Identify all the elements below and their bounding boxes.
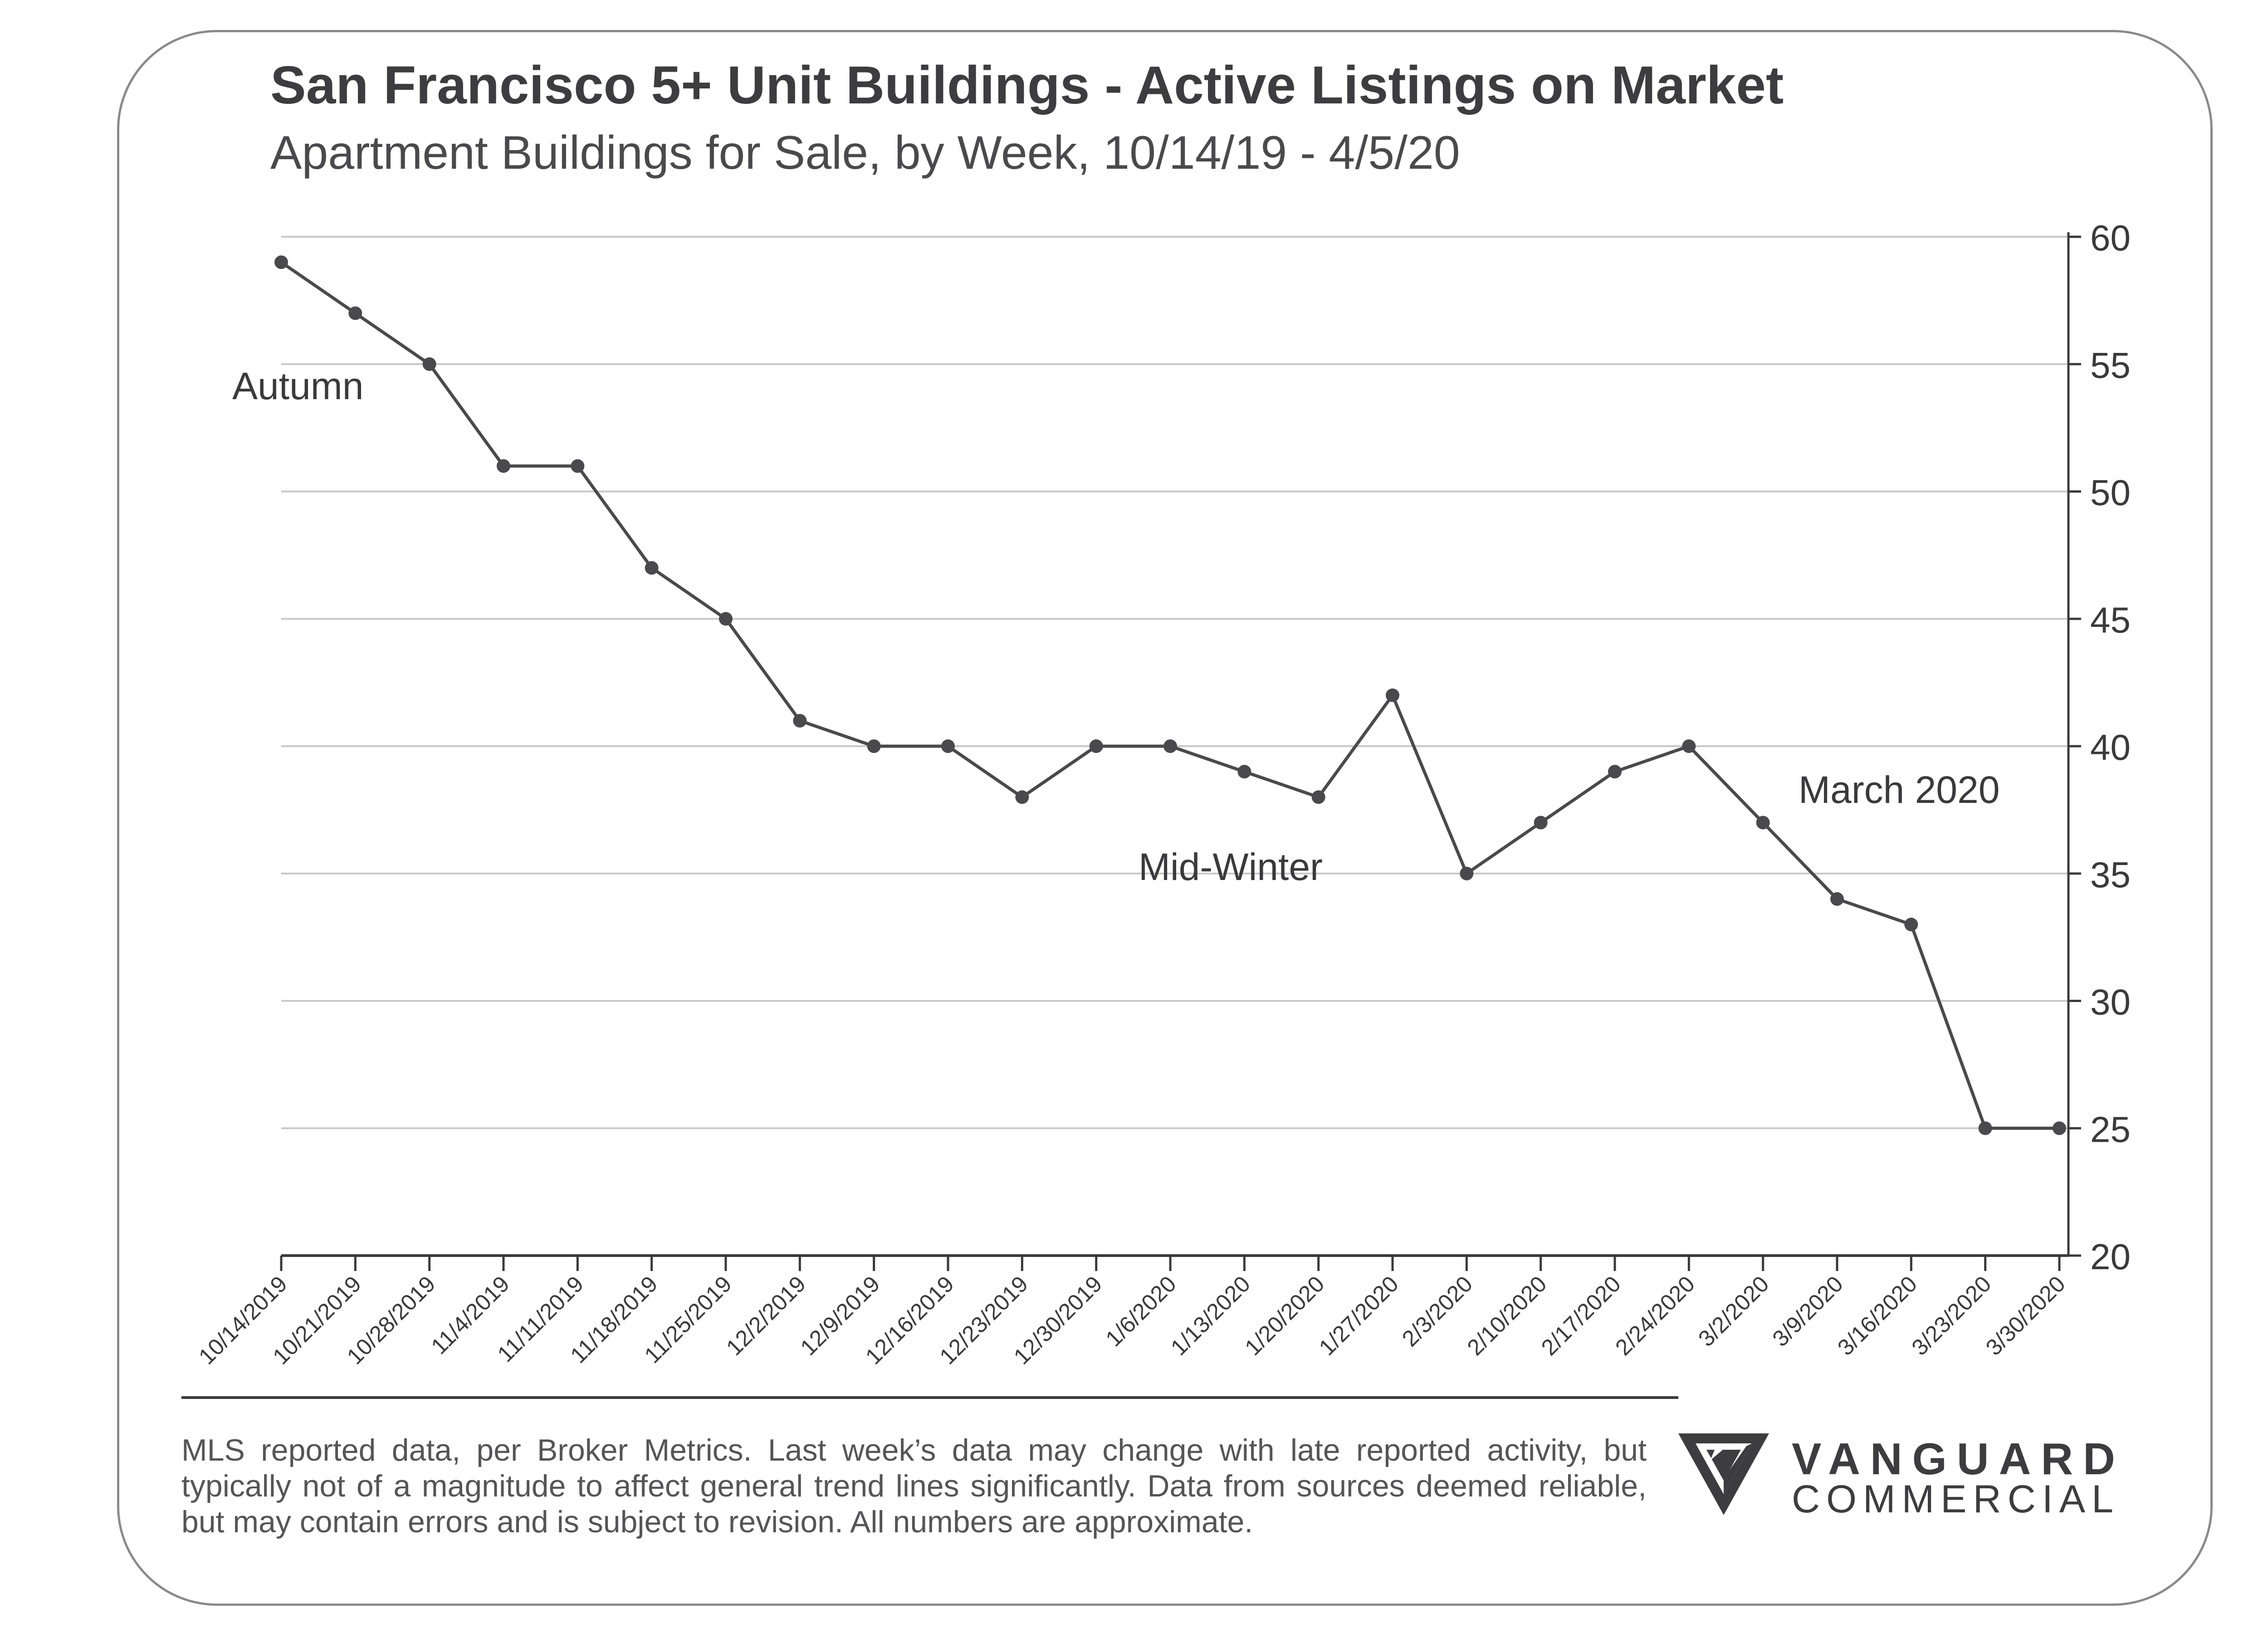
data-point <box>2053 1121 2066 1135</box>
data-point <box>348 306 362 320</box>
data-point <box>1904 918 1918 932</box>
y-tick-label: 25 <box>2090 1109 2131 1149</box>
data-point <box>1608 765 1622 779</box>
x-tick-label: 3/30/2020 <box>1981 1271 2070 1360</box>
data-point <box>1386 688 1399 702</box>
y-tick-label: 55 <box>2090 345 2131 386</box>
footnote: MLS reported data, per Broker Metrics. L… <box>181 1433 1647 1539</box>
data-point <box>274 255 288 269</box>
chart-title: San Francisco 5+ Unit Buildings - Active… <box>270 55 1784 115</box>
x-tick-label: 2/24/2020 <box>1610 1271 1700 1360</box>
logo-text-commercial: COMMERCIAL <box>1792 1477 2120 1521</box>
data-point <box>422 357 436 371</box>
data-point <box>1311 790 1325 804</box>
y-tick-label: 45 <box>2090 600 2131 640</box>
logo-text-vanguard: VANGUARD <box>1792 1434 2125 1484</box>
data-point <box>1460 866 1474 880</box>
x-tick-label: 12/2/2019 <box>721 1271 811 1360</box>
data-point <box>571 459 585 473</box>
annotation-label: Mid-Winter <box>1139 846 1323 888</box>
y-tick-label: 20 <box>2090 1237 2131 1277</box>
data-point <box>1534 816 1548 830</box>
y-tick-label: 40 <box>2090 727 2131 768</box>
vanguard-mark-icon <box>1678 1433 1769 1515</box>
y-tick-label: 30 <box>2090 982 2131 1022</box>
data-point <box>1015 790 1029 804</box>
vanguard-logo: VANGUARD COMMERCIAL <box>1678 1429 2191 1521</box>
data-point <box>1089 739 1103 753</box>
x-tick-label: 1/27/2020 <box>1314 1271 1403 1360</box>
annotation-label: Autumn <box>232 365 364 407</box>
y-tick-label: 50 <box>2090 473 2131 513</box>
card-frame <box>117 30 2213 1606</box>
x-tick-label: 2/17/2020 <box>1536 1271 1626 1360</box>
data-point <box>867 739 881 753</box>
footer-divider <box>181 1396 1678 1399</box>
data-point <box>1163 739 1177 753</box>
x-tick-label: 2/10/2020 <box>1462 1271 1552 1360</box>
x-tick-label: 3/23/2020 <box>1907 1271 1996 1360</box>
x-tick-label: 1/20/2020 <box>1240 1271 1330 1360</box>
data-point <box>1756 816 1770 830</box>
data-point <box>645 561 659 575</box>
x-tick-label: 3/16/2020 <box>1833 1271 1922 1360</box>
annotation-label: March 2020 <box>1799 768 2000 811</box>
data-point <box>1682 739 1696 753</box>
series-line <box>280 261 2059 1130</box>
data-point <box>1978 1121 1992 1135</box>
chart-subtitle: Apartment Buildings for Sale, by Week, 1… <box>270 127 1460 179</box>
data-point <box>1830 892 1844 906</box>
x-tick-label: 3/2/2020 <box>1693 1271 1774 1351</box>
data-point <box>941 739 955 753</box>
y-tick-label: 35 <box>2090 855 2131 895</box>
data-point <box>793 714 807 728</box>
data-point <box>497 459 510 473</box>
data-point <box>1237 765 1251 779</box>
data-point <box>719 612 733 626</box>
y-tick-label: 60 <box>2090 218 2131 258</box>
x-tick-label: 1/13/2020 <box>1166 1271 1255 1360</box>
